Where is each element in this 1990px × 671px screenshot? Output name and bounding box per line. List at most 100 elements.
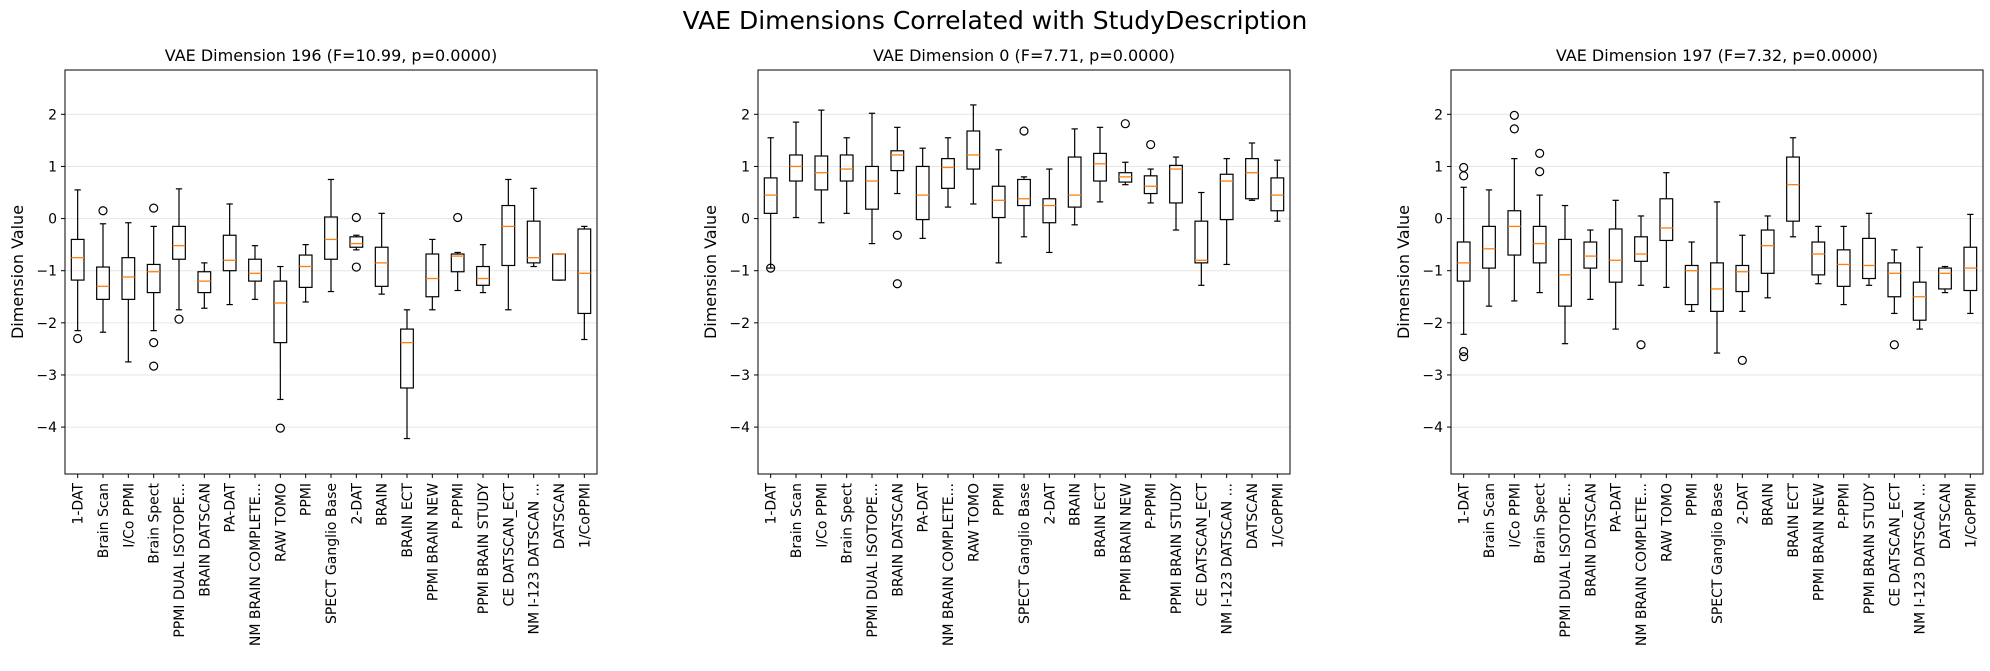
outlier-point: [1146, 139, 1156, 150]
x-tick-label: 1-DAT: [71, 483, 87, 525]
x-tick-label: PPMI BRAIN NEW: [1118, 483, 1134, 601]
plot-frame: [1450, 69, 1984, 475]
x-tick-label: CE DATSCAN_ECT: [1887, 483, 1903, 607]
x-tick-label: NM BRAIN COMPLETE...: [1634, 483, 1650, 646]
box-10: [298, 244, 313, 303]
x-tick-label: PPMI BRAIN NEW: [1811, 483, 1827, 601]
box-iqr: [1862, 237, 1876, 280]
box-iqr: [1811, 241, 1826, 276]
y-tick-label: −1: [1422, 264, 1443, 280]
box-16: [1836, 225, 1851, 306]
box-12: [349, 212, 364, 272]
outlier-point: [892, 230, 902, 240]
box-3: [1507, 110, 1522, 302]
y-tick-label: −4: [36, 420, 57, 436]
box-iqr: [1634, 236, 1648, 262]
box-iqr: [476, 265, 490, 286]
box-iqr: [96, 266, 110, 300]
box-iqr: [324, 216, 338, 260]
outlier-point: [1535, 148, 1545, 159]
box-iqr: [146, 263, 161, 294]
outlier-point: [1459, 162, 1469, 173]
box-2: [789, 121, 803, 219]
y-tick-label: 2: [1434, 107, 1443, 123]
x-tick-label: Brain Spect: [1533, 482, 1549, 563]
outlier-point: [1459, 352, 1469, 362]
x-tick-label: Brain Scan: [96, 483, 112, 558]
box-iqr: [1194, 220, 1209, 264]
x-tick-label: Brain Scan: [789, 483, 805, 558]
box-iqr: [374, 246, 389, 287]
box-iqr: [526, 220, 541, 264]
box-iqr: [1558, 238, 1572, 307]
x-tick-label: RAW TOMO: [966, 483, 982, 562]
box-iqr: [1143, 175, 1158, 195]
box-20: [1938, 265, 1952, 294]
box-iqr: [197, 271, 212, 294]
box-iqr: [890, 150, 905, 172]
x-tick-label: Brain Scan: [1482, 483, 1498, 558]
box-iqr: [1532, 225, 1547, 264]
box-17: [1862, 212, 1876, 286]
box-11: [1017, 126, 1031, 238]
box-iqr: [1760, 229, 1775, 274]
box-6: [890, 126, 905, 289]
y-axis-label: Dimension Value: [701, 205, 720, 339]
x-tick-label: BRAIN: [1068, 483, 1084, 526]
box-iqr: [839, 154, 854, 182]
x-tick-label: 1-DAT: [764, 483, 780, 525]
box-3: [121, 222, 136, 363]
box-iqr: [1067, 156, 1082, 208]
box-iqr: [501, 204, 516, 267]
box-7: [222, 203, 237, 306]
box-7: [915, 147, 930, 239]
box-4: [146, 203, 161, 371]
x-tick-label: BRAIN ECT: [1786, 483, 1802, 558]
box-1: [70, 189, 85, 344]
x-tick-label: NM I-123 DATSCAN ...: [527, 483, 543, 634]
box-iqr: [349, 236, 364, 248]
y-tick-label: −2: [1422, 316, 1443, 332]
box-13: [1760, 215, 1775, 299]
box-iqr: [70, 238, 85, 281]
y-tick-label: 2: [741, 107, 750, 123]
box-iqr: [1887, 262, 1902, 298]
x-tick-label: PPMI: [299, 483, 315, 516]
box-14: [400, 309, 414, 440]
box-iqr: [1912, 281, 1927, 321]
box-9: [1659, 172, 1674, 288]
box-4: [1532, 148, 1547, 294]
y-tick-label: −3: [36, 368, 57, 384]
outlier-point: [1019, 126, 1029, 136]
box-iqr: [172, 225, 186, 260]
y-axis-label: Dimension Value: [1394, 205, 1413, 339]
x-tick-label: CE DATSCAN_ECT: [501, 483, 517, 607]
x-tick-label: PPMI BRAIN STUDY: [476, 483, 492, 615]
outlier-point: [1636, 340, 1646, 350]
box-19: [1219, 158, 1234, 266]
box-11: [324, 178, 338, 293]
x-tick-label: 2-DAT: [1042, 483, 1058, 525]
outlier-point: [275, 423, 285, 433]
x-tick-label: DATSCAN: [1938, 483, 1954, 549]
box-4: [839, 137, 854, 214]
x-tick-label: Brain Spect: [147, 482, 163, 563]
box-iqr: [1042, 198, 1057, 224]
x-tick-label: RAW TOMO: [273, 483, 289, 562]
x-tick-label: PPMI: [992, 483, 1008, 516]
x-tick-label: PPMI DUAL ISOTOPE...: [865, 483, 881, 638]
box-18: [1887, 249, 1902, 350]
x-tick-label: PPMI BRAIN STUDY: [1169, 483, 1185, 615]
box-9: [273, 265, 288, 433]
box-3: [814, 109, 829, 224]
x-tick-label: PA-DAT: [223, 483, 239, 533]
panel-title: VAE Dimension 197 (F=7.32, p=0.0000): [1556, 46, 1878, 65]
box-iqr: [425, 253, 440, 298]
x-tick-label: CE DATSCAN_ECT: [1194, 483, 1210, 607]
box-21: [577, 225, 592, 341]
box-iqr: [552, 253, 566, 281]
box-14: [1093, 126, 1107, 203]
x-tick-label: Brain Spect: [840, 482, 856, 563]
box-7: [1608, 199, 1623, 330]
x-tick-label: SPECT Ganglio Base: [1017, 483, 1033, 624]
